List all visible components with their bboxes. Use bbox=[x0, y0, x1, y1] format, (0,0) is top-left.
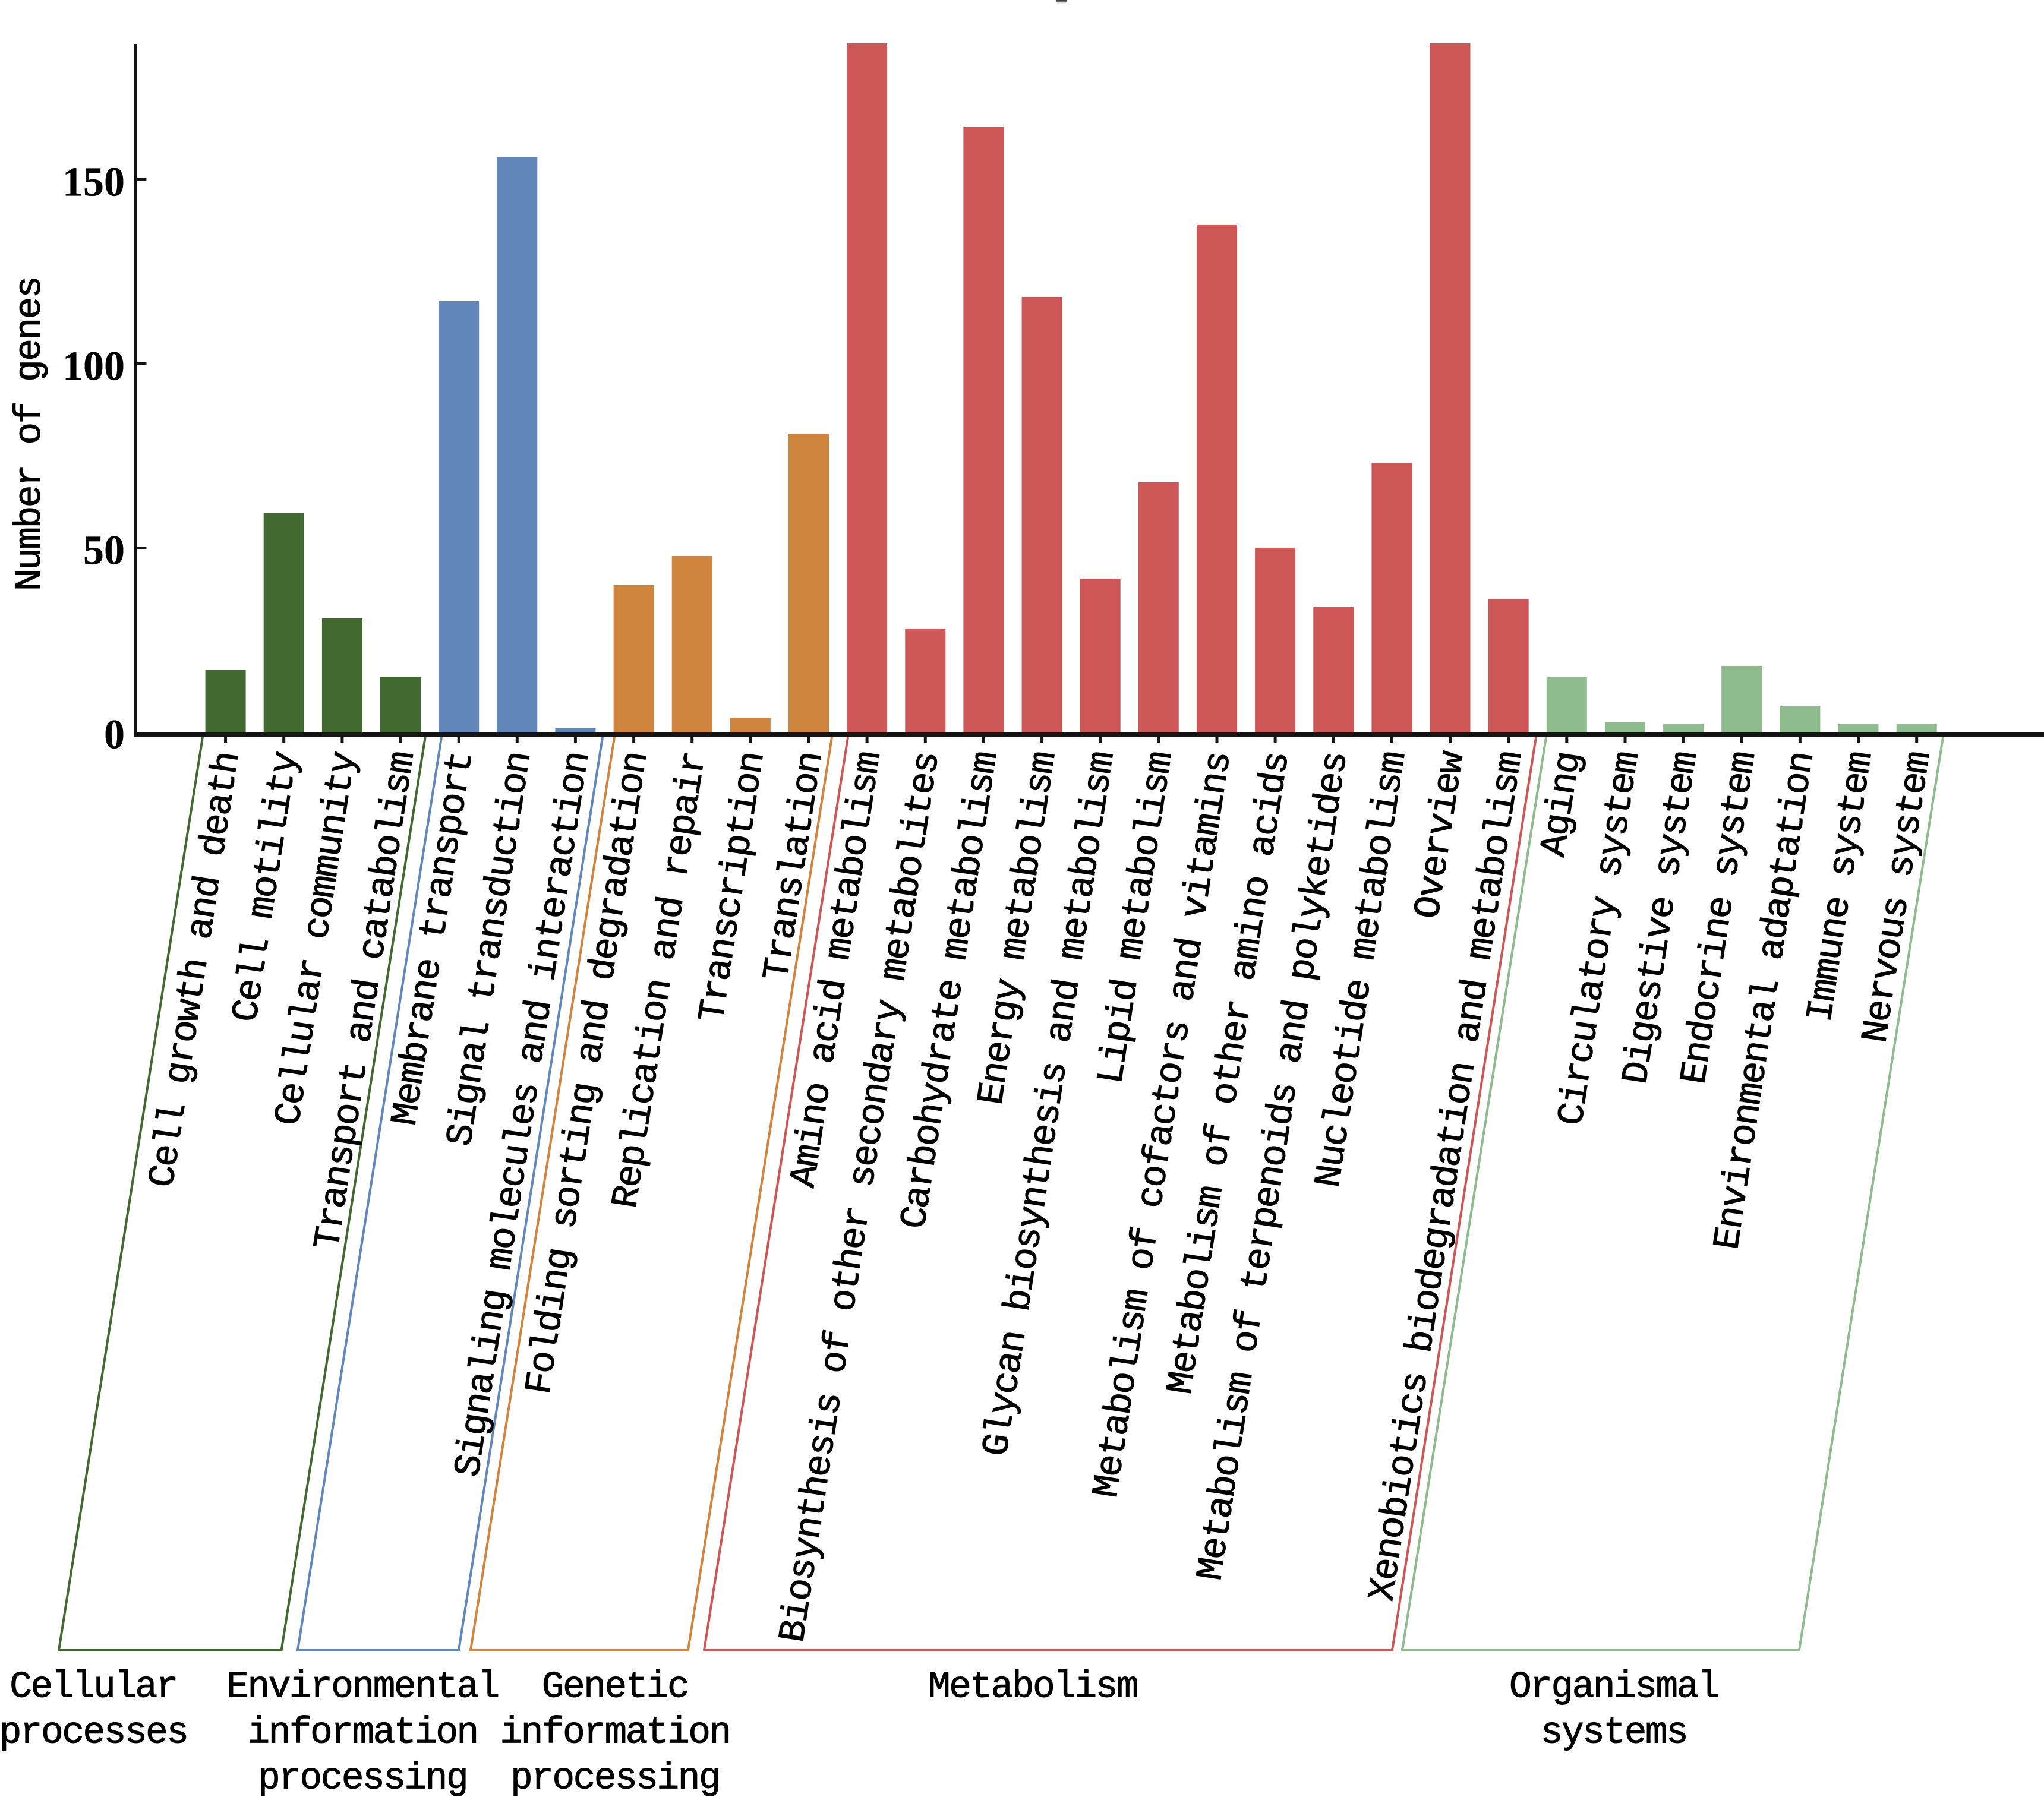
svg-text:150: 150 bbox=[62, 160, 125, 206]
svg-text:0: 0 bbox=[104, 712, 125, 758]
svg-text:Genetic: Genetic bbox=[542, 1666, 688, 1708]
svg-text:Environmental: Environmental bbox=[226, 1666, 499, 1708]
svg-text:information: information bbox=[247, 1712, 477, 1754]
svg-text:Organismal: Organismal bbox=[1509, 1666, 1718, 1708]
svg-text:Number of genes: Number of genes bbox=[9, 277, 51, 591]
svg-text:100: 100 bbox=[62, 344, 125, 390]
svg-text:processing: processing bbox=[258, 1758, 467, 1797]
svg-text:Metabolism: Metabolism bbox=[928, 1666, 1137, 1708]
svg-text:Cellular: Cellular bbox=[10, 1666, 177, 1708]
svg-text:50: 50 bbox=[83, 528, 125, 574]
svg-text:systems: systems bbox=[1541, 1712, 1687, 1754]
svg-text:processes: processes bbox=[0, 1712, 187, 1754]
svg-text:information: information bbox=[500, 1712, 730, 1754]
svg-text:processing: processing bbox=[510, 1758, 720, 1797]
